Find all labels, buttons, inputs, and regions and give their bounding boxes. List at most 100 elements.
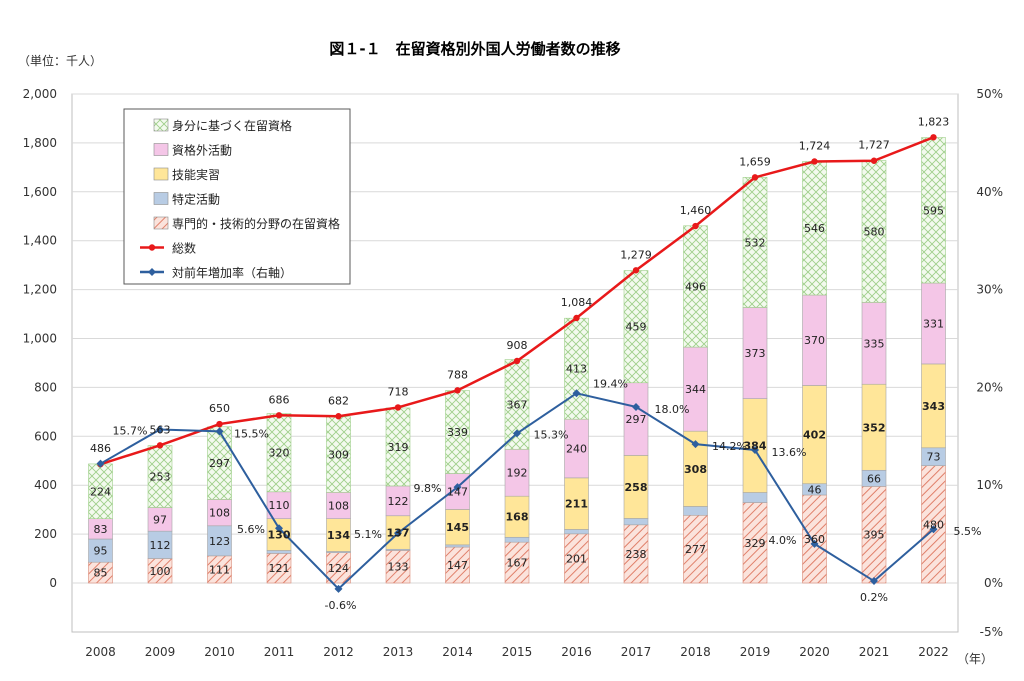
x-tick-label: 2013 xyxy=(383,645,414,659)
total-value-label: 1,279 xyxy=(620,248,652,261)
legend-key-marker xyxy=(148,268,156,276)
growth-point xyxy=(929,525,938,534)
bar-value-label: 297 xyxy=(209,457,230,470)
bar-value-label: 97 xyxy=(153,513,167,526)
legend-label: 特定活動 xyxy=(172,192,220,207)
total-value-label: 1,724 xyxy=(799,139,831,152)
bar-value-label: 66 xyxy=(867,472,881,485)
bar-value-label: 580 xyxy=(864,225,885,238)
bar-value-label: 147 xyxy=(447,485,468,498)
bar-segment xyxy=(207,426,232,500)
bar-value-label: 253 xyxy=(150,471,171,484)
growth-value-label: 0.2% xyxy=(860,591,888,604)
bar-segment xyxy=(861,486,887,584)
bar-value-label: 402 xyxy=(803,429,826,442)
growth-value-label: 14.2% xyxy=(712,440,747,453)
y-tick-label: 1,200 xyxy=(23,283,57,297)
x-tick-label: 2020 xyxy=(799,645,830,659)
x-tick-label: 2009 xyxy=(145,645,176,659)
bar-segment xyxy=(207,555,232,584)
total-value-label: 486 xyxy=(90,442,111,455)
chart-title: 図１-１ 在留資格別外国人労働者数の推移 xyxy=(329,40,620,58)
bar-value-label: 134 xyxy=(327,529,350,542)
bar-segment xyxy=(802,161,827,296)
bar-value-label: 297 xyxy=(626,413,647,426)
x-unit-label: （年） xyxy=(957,652,993,666)
total-point xyxy=(751,174,759,181)
legend-key-marker xyxy=(148,244,156,251)
bar-segment xyxy=(921,465,946,584)
legend-label: 対前年増加率（右軸） xyxy=(172,265,292,280)
legend-label: 資格外活動 xyxy=(172,143,232,158)
total-value-label: 1,084 xyxy=(561,296,593,309)
total-point xyxy=(216,420,223,428)
bar-segment xyxy=(623,455,649,519)
total-value-label: 1,727 xyxy=(858,139,890,152)
total-value-label: 718 xyxy=(388,385,409,398)
total-point xyxy=(632,267,640,274)
y2-tick-label: 50% xyxy=(976,87,1003,101)
y-tick-label: 1,000 xyxy=(23,332,57,346)
bar-segment xyxy=(921,282,946,365)
bar-value-label: 121 xyxy=(269,562,290,575)
bar-segment xyxy=(504,448,530,497)
growth-point xyxy=(751,445,759,454)
total-point xyxy=(394,404,402,411)
bar-segment xyxy=(445,546,470,584)
bar-segment xyxy=(207,525,232,557)
bar-value-label: 329 xyxy=(745,537,766,550)
bar-value-label: 459 xyxy=(626,321,647,334)
growth-value-label: 13.6% xyxy=(772,446,807,459)
total-value-label: 908 xyxy=(507,339,528,352)
x-tick-label: 2008 xyxy=(85,645,116,659)
total-value-label: 1,659 xyxy=(739,155,771,168)
bar-value-label: 480 xyxy=(923,518,944,531)
bar-segment xyxy=(802,385,827,485)
x-tick-label: 2010 xyxy=(204,645,235,659)
growth-value-label: 5.6% xyxy=(237,523,265,536)
bar-value-label: 335 xyxy=(864,337,885,350)
bar-value-label: 133 xyxy=(388,561,409,574)
total-point xyxy=(692,222,699,230)
y-tick-label: 400 xyxy=(34,478,57,492)
bar-segment xyxy=(147,558,173,584)
total-value-label: 1,823 xyxy=(918,115,950,128)
bar-value-label: 352 xyxy=(863,421,886,434)
y-tick-label: 1,800 xyxy=(23,136,57,150)
bar-value-label: 211 xyxy=(565,498,588,511)
bar-segment xyxy=(504,541,530,584)
y2-tick-label: -5% xyxy=(980,625,1003,639)
bar-segment xyxy=(742,492,768,503)
bar-segment xyxy=(326,491,351,519)
bar-segment xyxy=(683,506,708,516)
bar-segment xyxy=(623,524,649,584)
bar-segment xyxy=(802,494,827,584)
bar-value-label: 167 xyxy=(507,557,528,570)
bar-value-label: 413 xyxy=(566,363,587,376)
bar-value-label: 168 xyxy=(506,511,529,524)
growth-value-label: -0.6% xyxy=(325,599,357,612)
bar-segment xyxy=(564,529,589,535)
total-point xyxy=(454,387,461,394)
bar-segment xyxy=(266,518,292,551)
y-tick-label: 200 xyxy=(34,527,57,541)
bar-segment xyxy=(326,518,351,552)
growth-point xyxy=(453,483,462,492)
legend-key xyxy=(153,192,169,205)
growth-value-label: 9.8% xyxy=(414,482,442,495)
bar-value-label: 123 xyxy=(209,535,230,548)
bar-value-label: 343 xyxy=(922,400,945,413)
bar-segment xyxy=(623,270,649,384)
bar-value-label: 331 xyxy=(923,317,944,330)
bar-value-label: 319 xyxy=(388,441,409,454)
total-value-label: 563 xyxy=(150,423,171,436)
bar-segment xyxy=(326,552,351,584)
bar-segment xyxy=(504,495,530,538)
bar-value-label: 137 xyxy=(387,527,410,540)
total-value-label: 1,460 xyxy=(680,204,712,217)
growth-value-label: 18.0% xyxy=(655,403,690,416)
bar-value-label: 124 xyxy=(328,562,349,575)
legend-label: 身分に基づく在留資格 xyxy=(172,118,292,133)
bar-value-label: 192 xyxy=(507,467,528,480)
total-value-label: 682 xyxy=(328,394,349,407)
